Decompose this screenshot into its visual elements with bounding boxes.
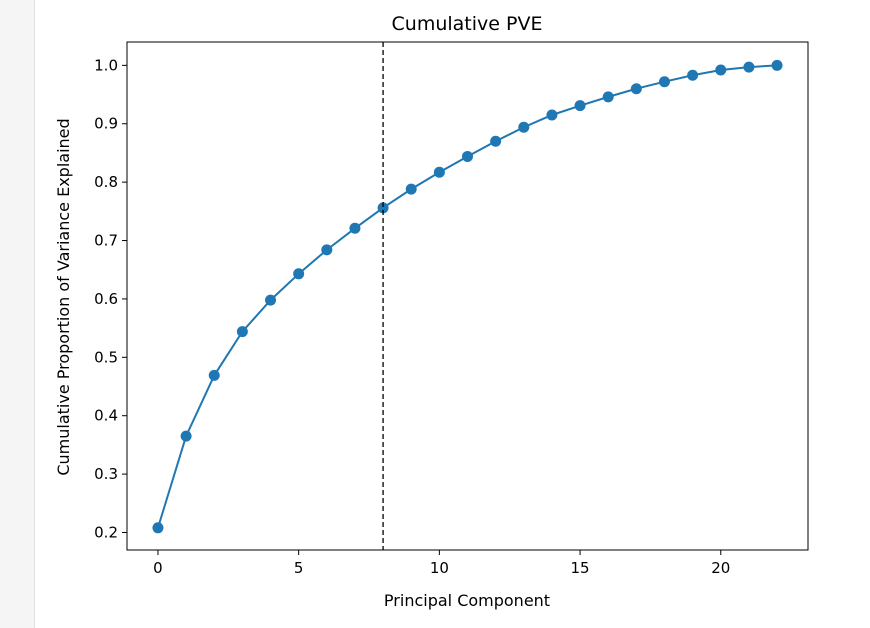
data-point [518,121,530,133]
y-tick-label: 0.2 [94,523,118,541]
x-tick-label: 15 [571,559,590,577]
y-tick-label: 0.6 [94,290,118,308]
data-point [743,61,755,73]
y-axis-label: Cumulative Proportion of Variance Explai… [54,118,73,475]
plot-area: 0 5 10 15 20 0.2 0.3 0.4 0.5 0.6 0.7 0.8 0.9 1.0 [94,41,809,577]
y-tick-label: 0.3 [94,465,118,483]
y-tick-label: 0.9 [94,115,118,133]
x-axis-label: Principal Component [384,591,550,610]
data-point [208,369,220,381]
data-point [293,268,305,280]
y-tick-label: 0.5 [94,348,118,366]
data-point [771,59,783,71]
data-point [377,202,389,214]
data-point [180,430,192,442]
data-point [405,183,417,195]
data-point [687,69,699,81]
axes-frame [126,41,809,551]
y-tick-label: 0.7 [94,232,118,250]
cumulative-pve-chart: Cumulative PVE Principal Component Cumul… [54,13,809,610]
notebook-gutter [0,0,35,628]
data-point [715,64,727,76]
data-point [658,76,670,88]
data-point [349,222,361,234]
x-tick-label: 0 [153,559,163,577]
x-tick-label: 10 [430,559,449,577]
data-point [265,294,277,306]
x-tick-label: 20 [711,559,730,577]
x-tick-label: 5 [294,559,304,577]
data-point [433,166,445,178]
data-point [574,100,586,112]
y-tick-label: 1.0 [94,56,118,74]
data-point [490,135,502,147]
y-tick-label: 0.4 [94,407,118,425]
y-tick-label: 0.8 [94,173,118,191]
data-point [630,83,642,95]
data-point [602,91,614,103]
data-point [321,244,333,256]
chart-title: Cumulative PVE [392,13,543,35]
data-point [462,150,473,162]
chart-figure: Cumulative PVE Principal Component Cumul… [35,0,870,628]
series-line [156,64,778,529]
data-point [236,326,248,338]
data-point [546,109,558,121]
data-point [152,522,164,534]
